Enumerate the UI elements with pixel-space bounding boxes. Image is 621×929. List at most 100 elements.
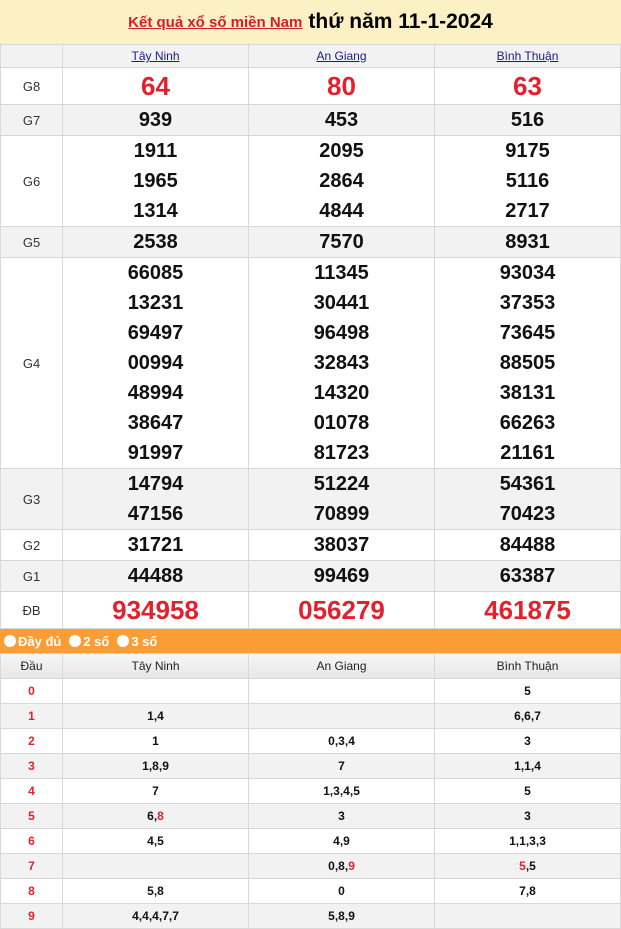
prize-number: 70899 <box>313 503 370 525</box>
prize-cell: 11345 30441 96498 32843 14320 01078 81723 <box>248 257 435 469</box>
tail-digit: 5 <box>328 909 335 923</box>
loto-row: 7 0,8,9 5,5 <box>0 853 621 879</box>
prize-number: 51224 <box>313 473 370 495</box>
prize-cell: 8931 <box>434 226 621 258</box>
tail-digit: 0 <box>338 884 345 898</box>
prize-number: 31721 <box>127 534 184 556</box>
tail-digits: 0 <box>248 878 435 904</box>
province-link[interactable]: An Giang <box>316 49 367 63</box>
prize-number: 453 <box>324 109 359 131</box>
head-digit: 7 <box>0 853 63 879</box>
head-digit: 9 <box>0 903 63 929</box>
province-link[interactable]: Bình Thuận <box>496 49 559 63</box>
prize-row-G7: G7 939 453 516 <box>0 104 621 136</box>
results-link[interactable]: Kết quả xổ số miền Nam <box>128 13 303 31</box>
prize-cell: 1911 1965 1314 <box>62 135 249 227</box>
prize-number: 66263 <box>499 412 556 434</box>
tail-digit: 1 <box>509 834 516 848</box>
head-digit: 6 <box>0 828 63 854</box>
tail-digits: 0,3,4 <box>248 728 435 754</box>
prize-cell: 54361 70423 <box>434 468 621 530</box>
prize-row-ĐB: ĐB 934958 056279 461875 <box>0 591 621 629</box>
tail-digit: 8 <box>338 909 345 923</box>
loto-row: 1 1,4 6,6,7 <box>0 703 621 729</box>
tail-digits: 5,8,9 <box>248 903 435 929</box>
tail-digit: 1 <box>152 734 159 748</box>
prize-label: G6 <box>0 135 63 227</box>
prize-cell: 80 <box>248 67 435 105</box>
prize-number: 461875 <box>484 595 571 625</box>
loto-table: Đầu Tây Ninh An Giang Bình Thuận 0 5 1 1,4 6… <box>0 653 621 929</box>
prize-number: 934958 <box>112 595 199 625</box>
prize-number: 056279 <box>298 595 385 625</box>
radio-icon[interactable] <box>117 635 130 647</box>
loto-header-row: Đầu Tây Ninh An Giang Bình Thuận <box>0 653 621 679</box>
tail-digits: 6,6,7 <box>434 703 621 729</box>
loto-row: 5 6,8 3 3 <box>0 803 621 829</box>
prize-number: 11345 <box>314 262 369 284</box>
tail-digits: 5 <box>434 778 621 804</box>
option-3-digits[interactable]: 3 số <box>117 634 157 649</box>
draw-date: thứ năm 11-1-2024 <box>308 10 493 33</box>
tail-digit: 1 <box>323 784 330 798</box>
tail-digits: 5,5 <box>434 853 621 879</box>
tail-digit: 4 <box>343 784 350 798</box>
prize-number: 01078 <box>313 412 370 434</box>
prize-label: G1 <box>0 560 63 592</box>
prize-number: 939 <box>138 109 173 131</box>
prize-number: 63387 <box>499 565 556 587</box>
tail-digit: 1 <box>514 759 521 773</box>
tail-digits: 4,5 <box>62 828 249 854</box>
radio-icon[interactable] <box>4 635 16 647</box>
tail-digit: 1 <box>519 834 526 848</box>
tail-digits <box>62 678 249 704</box>
results-table: Tây Ninh An Giang Bình Thuận G8 64 80 63 G7 9… <box>0 44 621 629</box>
tail-digit: 8 <box>157 809 164 823</box>
tail-digit: 3 <box>524 809 531 823</box>
tail-digits <box>248 678 435 704</box>
prize-label: G7 <box>0 104 63 136</box>
province-link[interactable]: Tây Ninh <box>131 49 180 63</box>
tail-digit: 8 <box>529 884 536 898</box>
prize-number: 4844 <box>319 200 364 222</box>
prize-cell: 453 <box>248 104 435 136</box>
tail-digit: 3 <box>333 784 340 798</box>
prize-label: G2 <box>0 529 63 561</box>
tail-digit: 1 <box>147 709 154 723</box>
option-full[interactable]: Đầy đủ <box>4 634 61 649</box>
prize-cell: 31721 <box>62 529 249 561</box>
tail-digit: 4 <box>147 834 154 848</box>
tail-digits: 1,8,9 <box>62 753 249 779</box>
tail-digits: 1,4 <box>62 703 249 729</box>
prize-number: 38647 <box>127 412 184 434</box>
prize-number: 2095 <box>319 140 364 162</box>
tail-digit: 5 <box>524 684 531 698</box>
loto-province: Tây Ninh <box>62 653 249 679</box>
prize-cell: 84488 <box>434 529 621 561</box>
prize-cell: 516 <box>434 104 621 136</box>
prize-number: 1911 <box>133 140 178 162</box>
prize-label: G4 <box>0 257 63 469</box>
prize-number: 84488 <box>499 534 556 556</box>
option-2-digits[interactable]: 2 số <box>69 634 109 649</box>
tail-digit: 7 <box>338 759 345 773</box>
prize-cell: 63387 <box>434 560 621 592</box>
prize-number: 13231 <box>127 292 184 314</box>
radio-icon[interactable] <box>69 635 82 647</box>
tail-digits: 4,4,4,7,7 <box>62 903 249 929</box>
tail-digit: 4 <box>132 909 139 923</box>
prize-cell: 44488 <box>62 560 249 592</box>
tail-digits: 1,3,4,5 <box>248 778 435 804</box>
tail-digit: 5 <box>147 884 154 898</box>
prize-number: 2717 <box>505 200 550 222</box>
tail-digit: 4 <box>157 709 164 723</box>
tail-digits: 6,8 <box>62 803 249 829</box>
prize-cell: 14794 47156 <box>62 468 249 530</box>
prize-number: 88505 <box>499 352 556 374</box>
tail-digit: 6 <box>514 709 521 723</box>
loto-province: An Giang <box>248 653 435 679</box>
tail-digits: 7,8 <box>434 878 621 904</box>
tail-digit: 6 <box>147 809 154 823</box>
prize-number: 1965 <box>133 170 178 192</box>
